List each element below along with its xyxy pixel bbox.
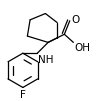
Text: OH: OH: [74, 43, 90, 53]
Text: F: F: [20, 90, 26, 100]
Text: NH: NH: [38, 55, 54, 65]
Text: O: O: [72, 15, 80, 25]
